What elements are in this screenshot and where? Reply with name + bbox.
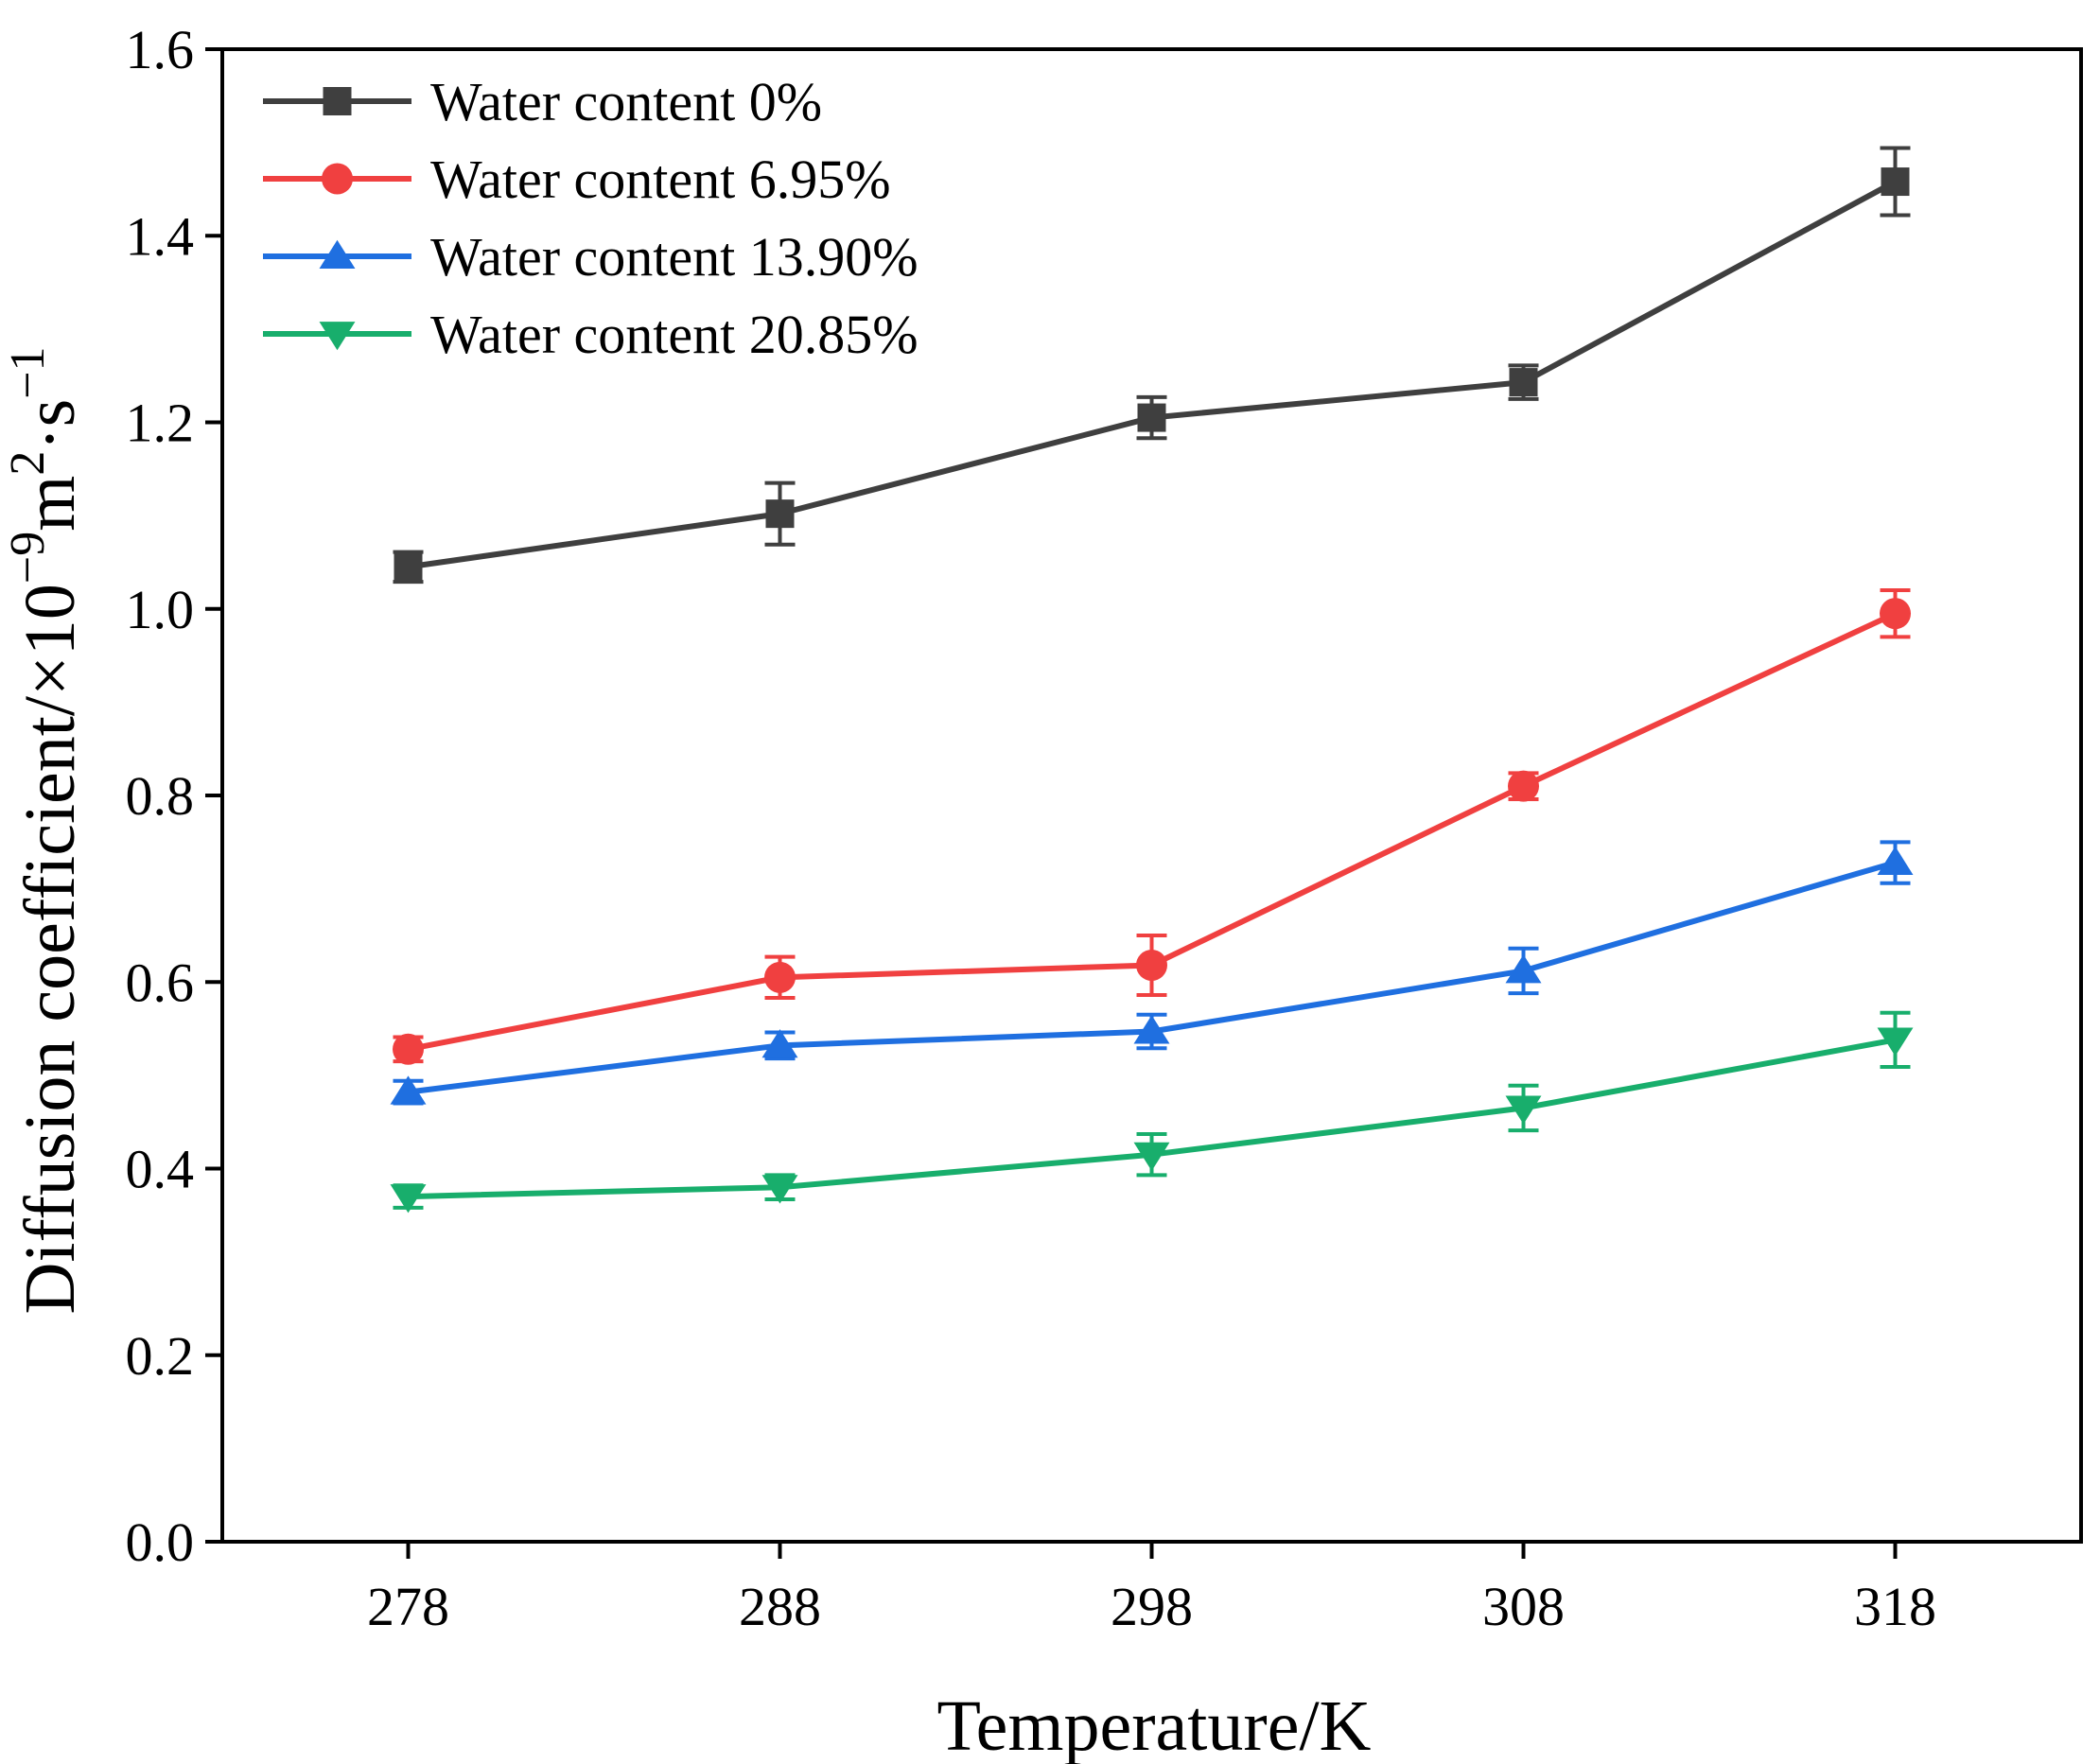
y-tick-label: 0.0 [126, 1511, 195, 1573]
y-axis-title-dot: ·s [10, 399, 90, 451]
data-point [1508, 770, 1539, 802]
y-axis-title-mid: m [10, 476, 90, 532]
legend-swatch-marker [322, 163, 353, 195]
y-tick-label: 0.8 [126, 765, 195, 827]
data-point [765, 499, 795, 529]
data-point [1133, 1015, 1170, 1044]
y-tick-label: 0.6 [126, 952, 195, 1013]
y-axis-title: Diffusion coefficient/×10−9m2·s−1 [1, 346, 90, 1314]
data-point [764, 961, 796, 993]
x-tick-label: 318 [1854, 1576, 1936, 1637]
y-tick-label: 0.4 [126, 1139, 195, 1200]
legend-label: Water content 0% [430, 71, 822, 132]
legend-label: Water content 20.85% [430, 304, 919, 365]
legend-label: Water content 13.90% [430, 226, 919, 288]
data-point [1505, 1095, 1542, 1125]
x-tick-label: 308 [1482, 1576, 1565, 1637]
legend-swatch-marker [323, 87, 352, 115]
data-point [1880, 598, 1911, 630]
data-point [1877, 1027, 1914, 1057]
legend-item-1: Water content 0% [263, 71, 822, 132]
data-point [394, 552, 423, 582]
data-point [761, 1175, 798, 1204]
legend-label: Water content 6.95% [430, 148, 891, 210]
series-4 [390, 1010, 1914, 1214]
data-point [1505, 954, 1542, 984]
y-tick-label: 0.2 [126, 1325, 195, 1387]
x-tick-label: 288 [739, 1576, 821, 1637]
data-point [393, 1033, 424, 1065]
data-point [1133, 1142, 1170, 1171]
data-point [390, 1075, 427, 1105]
x-tick-label: 278 [367, 1576, 449, 1637]
series-layer [390, 146, 1914, 1214]
y-tick-label: 1.0 [126, 579, 195, 640]
series-1 [393, 146, 1911, 585]
legend-item-2: Water content 6.95% [263, 148, 891, 210]
data-point [1881, 167, 1910, 197]
x-tick-label: 298 [1111, 1576, 1193, 1637]
legend: Water content 0% Water content 6.95% Water… [263, 71, 919, 365]
y-tick-label: 1.2 [126, 393, 195, 454]
y-axis-title-exp3: −1 [1, 346, 55, 398]
legend-item-3: Water content 13.90% [263, 226, 919, 288]
data-point [1136, 949, 1167, 981]
y-tick-label: 1.6 [126, 19, 195, 80]
data-point [1509, 368, 1538, 397]
y-tick-label: 1.4 [126, 205, 195, 267]
y-axis-title-prefix: Diffusion coefficient/×10 [10, 584, 90, 1314]
y-axis-title-exp2: 2 [1, 451, 55, 476]
data-point [1137, 403, 1166, 432]
data-point [1877, 846, 1914, 875]
data-point [390, 1184, 427, 1214]
series-2 [393, 588, 1911, 1065]
series-3 [390, 840, 1914, 1106]
legend-swatch-marker [319, 239, 356, 269]
x-axis-title: Temperature/K [937, 1686, 1372, 1764]
legend-item-4: Water content 20.85% [263, 304, 919, 365]
y-axis-title-exp1: −9 [1, 532, 55, 584]
data-point [761, 1029, 798, 1058]
axes: 0.0 0.2 0.4 0.6 0.8 1.0 1.2 1.4 1.6 278 288 298 308 3… [126, 19, 2083, 1637]
legend-swatch-marker [319, 322, 356, 351]
